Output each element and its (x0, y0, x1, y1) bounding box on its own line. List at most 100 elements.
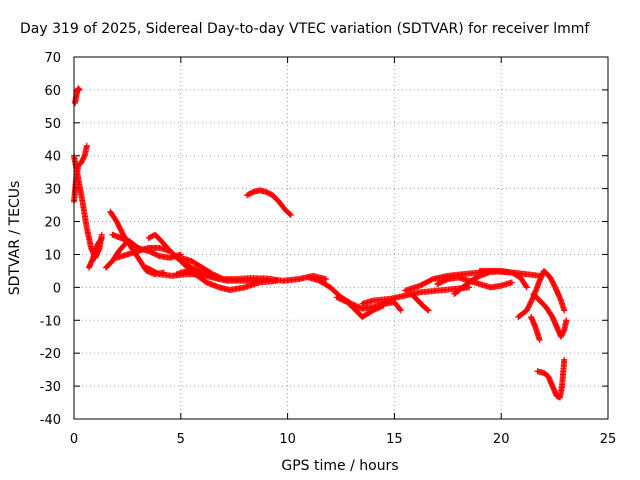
data-point (559, 329, 566, 336)
plot-frame (73, 56, 609, 420)
data-point (79, 157, 86, 164)
data-point (436, 279, 443, 286)
series-arc21 (476, 267, 530, 291)
series-arc13 (244, 187, 294, 218)
data-point (525, 303, 532, 310)
data-point (80, 155, 87, 162)
data-point (286, 210, 293, 217)
y-tick-label: -30 (40, 380, 61, 395)
data-point (153, 251, 160, 258)
data-point (425, 307, 432, 314)
data-point (397, 307, 404, 314)
y-tick-label: -10 (40, 314, 61, 329)
data-point (117, 226, 124, 233)
data-point (508, 279, 515, 286)
data-point (155, 270, 162, 277)
series-arc20 (451, 269, 492, 297)
data-point (396, 306, 403, 313)
grid-lines (74, 57, 608, 419)
series-arc12 (173, 267, 280, 293)
data-point (78, 159, 85, 166)
data-point (356, 304, 363, 311)
data-point (152, 251, 159, 258)
data-point (184, 267, 191, 274)
x-tick-label: 0 (70, 432, 78, 447)
data-point (528, 298, 535, 305)
data-point (185, 268, 192, 275)
data-point (323, 276, 330, 283)
data-point (209, 271, 216, 278)
data-point (549, 279, 556, 286)
data-point (186, 269, 193, 276)
y-tick-label: 0 (53, 281, 61, 296)
y-tick-label: 10 (44, 248, 61, 263)
data-point (116, 223, 123, 230)
data-point (79, 156, 86, 163)
data-point (115, 221, 122, 228)
data-point (526, 302, 533, 309)
data-point (440, 277, 447, 284)
series-arc25 (534, 356, 568, 401)
y-tick-label: 40 (44, 150, 61, 165)
data-point (547, 274, 554, 281)
data-point (435, 280, 442, 287)
data-point (335, 294, 342, 301)
series-arc4 (85, 235, 105, 271)
series-arc7 (109, 231, 184, 261)
x-tick-label: 25 (600, 432, 617, 447)
series-arc23 (530, 290, 570, 340)
data-point (558, 333, 565, 340)
data-point (551, 283, 558, 290)
data-point (337, 296, 344, 303)
series-arc24 (528, 313, 543, 344)
data-point (273, 277, 280, 284)
series-arc15 (333, 294, 387, 320)
data-point (561, 356, 568, 363)
data-point (434, 281, 441, 288)
data-point (149, 250, 156, 257)
data-point (378, 303, 385, 310)
data-point (219, 275, 226, 282)
data-point (190, 270, 197, 277)
data-point (428, 276, 435, 283)
y-tick-label: -20 (40, 347, 61, 362)
data-point (81, 154, 88, 161)
y-tick-label: -40 (40, 413, 61, 428)
data-point (527, 299, 534, 306)
data-points (71, 85, 570, 401)
data-point (527, 300, 534, 307)
y-tick-label: 50 (44, 117, 61, 132)
data-point (550, 281, 557, 288)
data-point (536, 337, 543, 344)
chart-title: Day 319 of 2025, Sidereal Day-to-day VTE… (20, 21, 590, 37)
data-point (155, 252, 162, 259)
data-point (560, 328, 567, 335)
series-arc18 (408, 290, 432, 314)
data-point (528, 296, 535, 303)
data-point (188, 269, 195, 276)
data-point (523, 284, 530, 291)
x-tick-label: 15 (386, 432, 403, 447)
data-point (371, 306, 378, 313)
data-point (113, 218, 120, 225)
data-point (216, 274, 223, 281)
data-point (340, 297, 347, 304)
series-arc6 (107, 208, 167, 278)
data-point (192, 271, 199, 278)
data-point (116, 225, 123, 232)
data-point (376, 304, 383, 311)
data-point (525, 304, 532, 311)
data-point (215, 273, 222, 280)
data-point (339, 296, 346, 303)
data-point (563, 317, 570, 324)
data-point (341, 297, 348, 304)
data-point (559, 331, 566, 338)
data-point (213, 273, 220, 280)
data-point (336, 295, 343, 302)
data-point (189, 270, 196, 277)
data-point (551, 282, 558, 289)
data-point (211, 271, 218, 278)
data-point (212, 272, 219, 279)
data-point (558, 332, 565, 339)
